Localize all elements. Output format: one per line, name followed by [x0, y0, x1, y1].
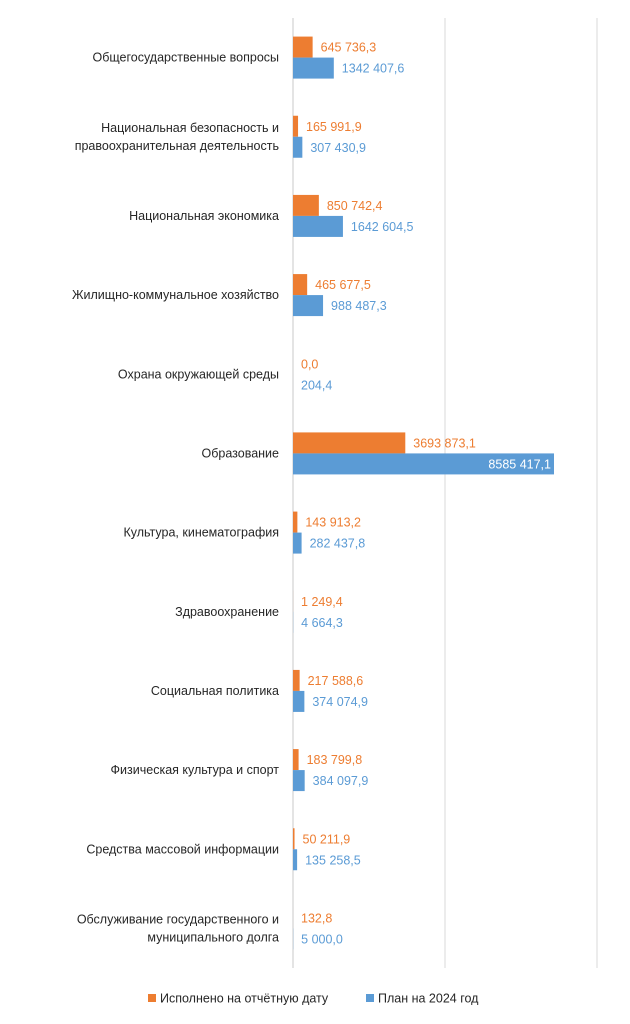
bar-plan	[293, 532, 302, 554]
legend-swatch-plan	[366, 994, 374, 1002]
category-label-line: Средства массовой информации	[86, 842, 279, 856]
chart-category-labels: Общегосударственные вопросы Национальная …	[72, 51, 279, 945]
category-label-line: Национальная экономика	[129, 209, 279, 223]
legend-swatch-executed	[148, 994, 156, 1002]
bar-executed	[293, 511, 298, 533]
category-label-line: Жилищно-коммунальное хозяйство	[72, 288, 279, 302]
bar-executed	[293, 669, 300, 691]
value-label-executed: 50 211,9	[303, 832, 351, 846]
category-label-line: Социальная политика	[151, 684, 279, 698]
category-label-line: Здравоохранение	[175, 605, 279, 619]
bar-plan	[293, 295, 324, 317]
bar-executed	[293, 432, 406, 454]
value-label-executed: 132,8	[301, 911, 332, 925]
value-label-executed: 0,0	[301, 357, 318, 371]
bar-executed	[293, 36, 313, 58]
bar-executed	[293, 194, 319, 216]
legend-label-plan: План на 2024 год	[378, 992, 479, 1006]
value-label-executed: 645 736,3	[321, 41, 377, 55]
value-label-executed: 165 991,9	[306, 120, 362, 134]
value-label-plan: 135 258,5	[305, 853, 361, 867]
value-label-plan: 374 074,9	[312, 695, 368, 709]
category-label: Национальная безопасность и правоохраните…	[75, 121, 279, 153]
value-label-plan: 384 097,9	[313, 774, 369, 788]
value-label-plan: 204,4	[301, 378, 332, 392]
value-label-plan: 1342 407,6	[342, 62, 405, 76]
category-label-line: Образование	[202, 446, 280, 460]
bar-plan	[293, 215, 343, 237]
bar-executed	[293, 274, 308, 296]
chart-gridlines	[292, 18, 598, 968]
value-label-executed: 465 677,5	[315, 278, 371, 292]
value-label-plan: 4 664,3	[301, 616, 343, 630]
value-label-plan: 307 430,9	[310, 141, 366, 155]
bar-plan	[293, 57, 334, 79]
category-label: Культура, кинематография	[123, 526, 279, 540]
category-label: Средства массовой информации	[86, 842, 279, 856]
bar-plan	[293, 453, 554, 475]
value-label-plan: 8585 417,1	[488, 457, 551, 471]
value-label-plan: 1642 604,5	[351, 220, 414, 234]
category-label: Социальная политика	[151, 684, 279, 698]
bar-plan	[293, 690, 305, 712]
value-label-executed: 143 913,2	[305, 516, 361, 530]
bar-plan	[293, 849, 298, 871]
category-label-line: муниципального долга	[147, 930, 279, 944]
bar-plan	[293, 770, 305, 792]
value-label-plan: 988 487,3	[331, 299, 387, 313]
bar-executed	[293, 828, 295, 850]
category-label-line: Общегосударственные вопросы	[93, 51, 280, 65]
category-label-line: Охрана окружающей среды	[118, 367, 279, 381]
category-label-line: Национальная безопасность и	[101, 121, 279, 135]
category-label: Физическая культура и спорт	[111, 763, 280, 777]
bar-executed	[293, 115, 299, 137]
chart-bars	[293, 36, 554, 950]
category-label: Здравоохранение	[175, 605, 279, 619]
category-label: Охрана окружающей среды	[118, 367, 279, 381]
category-label: Национальная экономика	[129, 209, 279, 223]
value-label-plan: 282 437,8	[310, 537, 366, 551]
category-label-line: Физическая культура и спорт	[111, 763, 280, 777]
category-label-line: Обслуживание государственного и	[77, 912, 279, 926]
chart-legend: Исполнено на отчётную дату План на 2024 …	[148, 992, 479, 1006]
bar-executed	[293, 749, 299, 771]
category-label-line: правоохранительная деятельность	[75, 139, 279, 153]
chart-value-labels: 645 736,3 1342 407,6 165 991,9 307 430,9 850…	[301, 41, 551, 947]
value-label-executed: 850 742,4	[327, 199, 383, 213]
legend-label-executed: Исполнено на отчётную дату	[160, 992, 329, 1006]
value-label-executed: 3693 873,1	[413, 436, 476, 450]
category-label-line: Культура, кинематография	[123, 526, 279, 540]
value-label-executed: 183 799,8	[307, 753, 363, 767]
category-label: Образование	[202, 446, 280, 460]
value-label-plan: 5 000,0	[301, 932, 343, 946]
category-label: Обслуживание государственного и муниципал…	[77, 912, 279, 944]
bar-plan	[293, 136, 303, 158]
category-label: Общегосударственные вопросы	[93, 51, 280, 65]
category-label: Жилищно-коммунальное хозяйство	[72, 288, 279, 302]
value-label-executed: 1 249,4	[301, 595, 343, 609]
value-label-executed: 217 588,6	[308, 674, 364, 688]
